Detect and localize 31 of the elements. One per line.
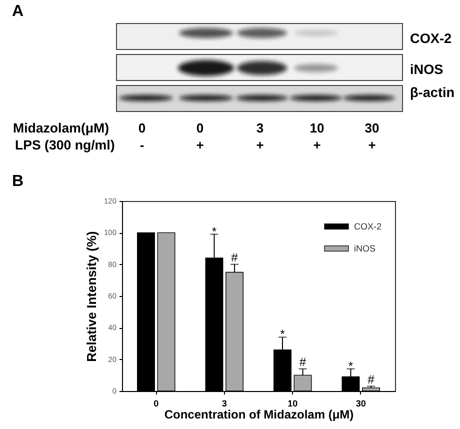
text: + xyxy=(256,138,264,152)
annotation: * xyxy=(348,358,354,373)
text: A xyxy=(12,3,24,20)
chart-title: B xyxy=(12,173,24,190)
annotation: * xyxy=(280,327,286,342)
text: COX-2 xyxy=(410,31,452,46)
x-tick-label: 30 xyxy=(356,398,366,408)
text: 0 xyxy=(138,120,146,136)
x-axis-title: Concentration of Midazolam (μM) xyxy=(164,408,354,422)
text: + xyxy=(313,138,321,152)
y-axis-title: Relative Intensity (%) xyxy=(84,231,99,362)
text: 0 xyxy=(196,120,204,136)
annotation: # xyxy=(231,250,238,264)
legend-label: COX-2 xyxy=(354,222,382,232)
text: + xyxy=(368,138,376,152)
x-tick-label: 10 xyxy=(288,398,298,408)
x-tick-label: 3 xyxy=(222,398,227,408)
text: LPS (300 ng/ml) xyxy=(15,137,115,152)
text: Midazolam(μM) xyxy=(13,120,110,136)
text: - xyxy=(140,138,144,152)
annotation: # xyxy=(299,354,306,369)
annotation: * xyxy=(212,224,217,238)
text: + xyxy=(196,138,204,152)
x-tick-label: 0 xyxy=(154,398,159,408)
text: β-actin xyxy=(410,85,455,100)
legend-label: iNOS xyxy=(354,244,376,254)
text: 3 xyxy=(256,120,264,136)
text: 30 xyxy=(364,120,380,136)
text: iNOS xyxy=(410,62,444,78)
text: 10 xyxy=(310,120,324,136)
annotation: # xyxy=(368,372,375,386)
